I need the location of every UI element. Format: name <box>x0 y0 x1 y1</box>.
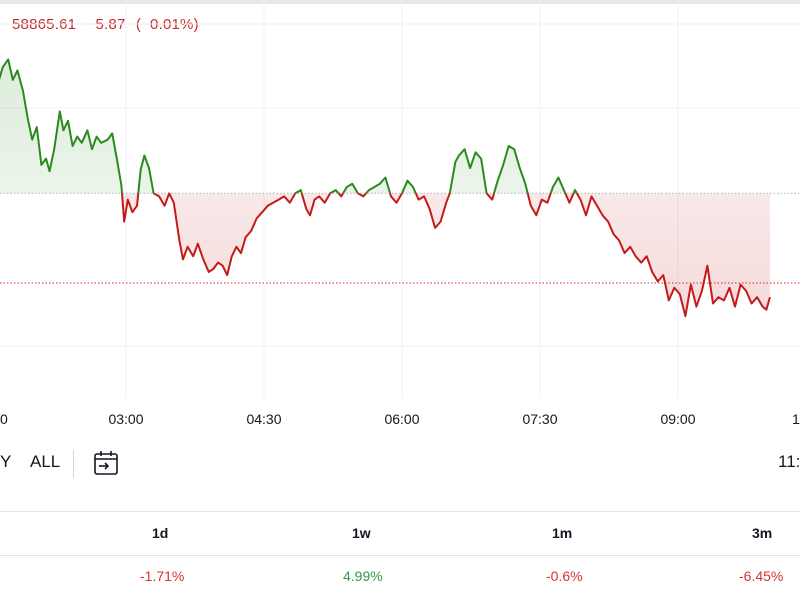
x-tick-label-6: 11: <box>792 411 800 427</box>
series-line-up <box>0 58 578 194</box>
time-readout-cut: 11: <box>778 452 800 471</box>
x-tick-label-0: 0 <box>0 411 8 427</box>
range-button-all[interactable]: ALL <box>30 452 61 471</box>
x-tick-label-5: 09:00 <box>660 411 695 427</box>
perf-header-1m: 1m <box>552 525 573 541</box>
perf-value-1d: -1.71% <box>140 568 185 584</box>
perf-value-3m: -6.45% <box>739 568 784 584</box>
series-line-down <box>121 193 771 318</box>
table-top-border <box>0 511 800 512</box>
range-divider <box>73 450 74 478</box>
perf-header-1d: 1d <box>152 525 169 541</box>
table-row-divider <box>0 555 800 556</box>
x-tick-label-3: 06:00 <box>384 411 419 427</box>
perf-value-1m: -0.6% <box>546 568 583 584</box>
x-tick-label-4: 07:30 <box>522 411 557 427</box>
top-rule <box>0 0 800 4</box>
area-below-baseline <box>0 193 770 317</box>
reference-lines <box>0 192 800 284</box>
perf-header-3m: 3m <box>752 525 773 541</box>
range-selector-bar: Y ALL 11: <box>0 446 800 480</box>
price-series <box>0 58 771 318</box>
x-axis-ticks: 0 03:00 04:30 06:00 07:30 09:00 11: <box>0 411 800 427</box>
range-button-y[interactable]: Y <box>0 452 12 471</box>
x-tick-label-1: 03:00 <box>108 411 143 427</box>
perf-value-1w: 4.99% <box>343 568 383 584</box>
price-chart[interactable]: 0 03:00 04:30 06:00 07:30 09:00 11: <box>0 0 800 440</box>
performance-table: 1d 1w 1m 3m -1.71% 4.99% -0.6% -6.45% <box>0 511 800 600</box>
x-tick-label-2: 04:30 <box>246 411 281 427</box>
perf-header-1w: 1w <box>352 525 371 541</box>
calendar-range-icon[interactable] <box>92 449 120 477</box>
